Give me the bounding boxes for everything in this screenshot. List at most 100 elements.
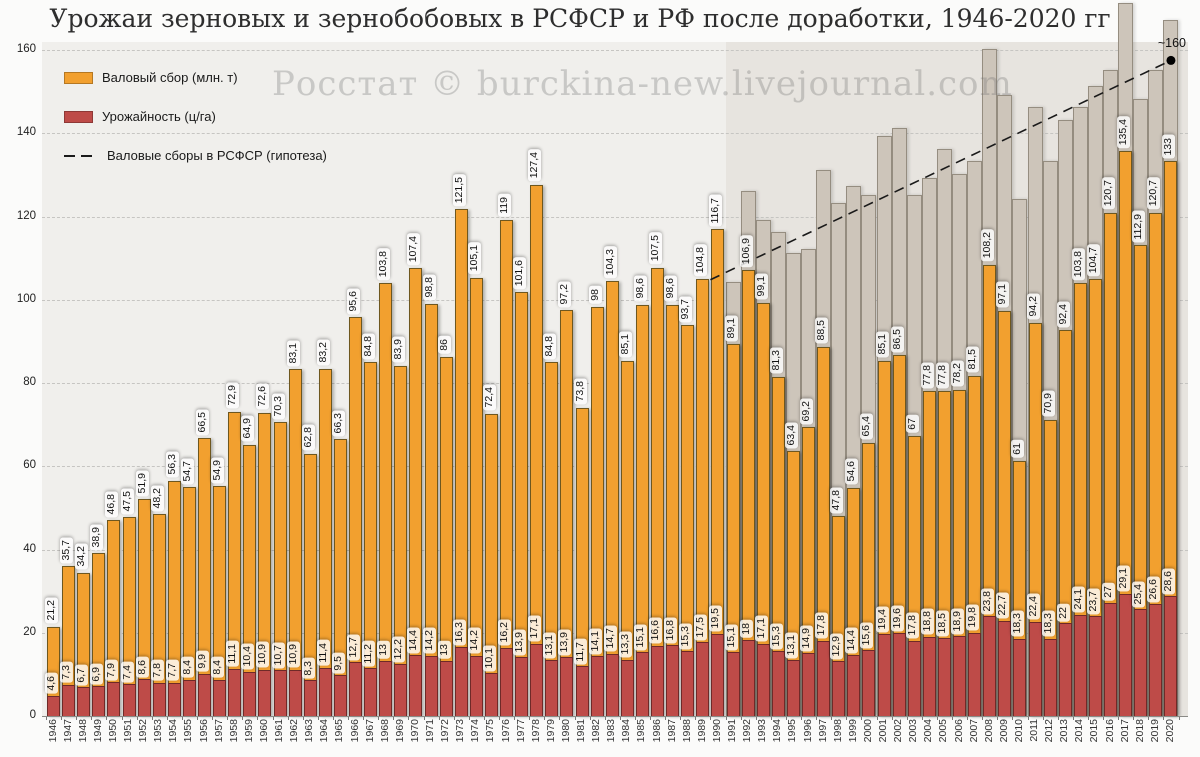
bar-yield — [922, 636, 936, 716]
bar-gross-harvest — [545, 362, 559, 716]
x-axis-tick — [891, 717, 893, 720]
x-axis-year-label: 1980 — [559, 719, 572, 743]
value-label-yield: 16,2 — [498, 619, 512, 646]
value-label-yield: 13,1 — [784, 632, 798, 659]
x-axis-year-label: 1946 — [46, 719, 59, 743]
x-axis-tick — [952, 717, 953, 720]
x-axis-year-label: 2010 — [1012, 719, 1025, 743]
legend-item-yield: Урожайность (ц/га) — [64, 109, 327, 124]
x-axis-tick — [363, 717, 365, 720]
value-label-gross-harvest: 88,5 — [815, 317, 829, 344]
x-axis-tick — [453, 717, 455, 720]
value-label-yield: 23,8 — [981, 587, 995, 614]
x-axis-year-label: 1970 — [408, 719, 421, 743]
bar-yield — [454, 647, 468, 716]
x-axis-year-label: 1949 — [91, 719, 104, 743]
bar-yield — [243, 671, 257, 716]
value-label-yield: 14,9 — [800, 624, 814, 651]
value-label-yield: 4,6 — [45, 673, 59, 694]
legend-label-yield: Урожайность (ц/га) — [102, 109, 216, 124]
x-axis-tick — [861, 717, 863, 720]
bar-yield — [137, 679, 151, 716]
x-axis-year-label: 1990 — [710, 719, 723, 743]
watermark: Росстат © burckina-new.livejournal.com — [272, 64, 1013, 104]
x-axis-tick — [921, 717, 923, 720]
value-label-gross-harvest: 62,8 — [301, 424, 315, 451]
value-label-gross-harvest: 92,4 — [1056, 300, 1070, 328]
value-label-yield: 18 — [739, 620, 753, 639]
value-label-gross-harvest: 121,5 — [452, 173, 466, 207]
x-axis-year-label: 1977 — [514, 719, 527, 743]
value-label-yield: 7,9 — [105, 659, 119, 681]
bar-gross-harvest — [635, 304, 649, 716]
x-axis-tick — [468, 717, 470, 720]
x-axis-year-label: 2009 — [997, 719, 1010, 743]
x-axis-tick — [91, 717, 93, 720]
x-axis-year-label: 1997 — [816, 719, 829, 743]
bar-yield — [847, 655, 861, 716]
x-axis-tick — [317, 717, 319, 720]
value-label-gross-harvest: 93,7 — [679, 295, 693, 322]
bar-gross-harvest — [696, 278, 710, 716]
x-axis-tick — [166, 717, 168, 720]
x-axis-tick — [997, 717, 999, 720]
value-label-gross-harvest: 135,4 — [1117, 116, 1131, 149]
value-label-yield: 14,2 — [422, 627, 436, 654]
x-axis-year-label: 2004 — [922, 719, 935, 743]
value-label-gross-harvest: 66,3 — [331, 409, 345, 437]
value-label-yield: 10,9 — [256, 641, 270, 668]
value-label-gross-harvest: 70,3 — [271, 392, 285, 420]
y-axis-tick-label: 80 — [23, 376, 36, 388]
bar-yield — [1088, 616, 1102, 716]
bar-yield — [741, 640, 755, 716]
bar-yield — [167, 682, 181, 716]
value-label-gross-harvest: 48,2 — [150, 484, 164, 512]
x-axis-year-label: 1962 — [288, 719, 301, 743]
x-axis-tick — [1012, 717, 1014, 720]
bar-gross-harvest — [515, 292, 529, 716]
bar-yield — [1164, 595, 1178, 716]
value-label-gross-harvest: 81,3 — [769, 347, 783, 374]
value-label-gross-harvest: 95,6 — [347, 287, 361, 315]
x-axis-tick — [589, 717, 591, 720]
value-label-gross-harvest: 86,5 — [890, 325, 904, 352]
x-axis-year-label: 1995 — [786, 719, 799, 743]
x-axis-year-label: 1963 — [303, 719, 316, 743]
bar-yield — [258, 669, 272, 716]
bar-yield — [907, 640, 921, 716]
x-axis-year-label: 1989 — [695, 719, 708, 743]
value-label-yield: 10,7 — [271, 642, 285, 669]
value-label-gross-harvest: 86 — [437, 336, 451, 355]
bar-yield — [575, 666, 589, 716]
gross-harvest-swatch-icon — [64, 71, 93, 84]
value-label-gross-harvest: 54,6 — [845, 458, 859, 485]
bar-yield — [545, 660, 559, 716]
bar-yield — [92, 686, 106, 716]
value-label-gross-harvest: 21,2 — [45, 597, 59, 624]
bar-gross-harvest — [756, 302, 770, 716]
bar-yield — [771, 651, 785, 716]
bar-yield — [892, 633, 906, 716]
value-label-gross-harvest: 104,7 — [1086, 243, 1100, 277]
x-axis-year-label: 2012 — [1043, 719, 1056, 743]
x-axis-tick — [1027, 717, 1029, 720]
value-label-gross-harvest: 116,7 — [709, 194, 723, 227]
bar-yield — [877, 634, 891, 716]
bar-yield — [1119, 593, 1133, 716]
bar-gross-harvest — [258, 412, 272, 716]
x-axis-tick — [499, 717, 500, 720]
value-label-yield: 9,5 — [331, 652, 345, 674]
value-label-yield: 16,6 — [649, 617, 663, 644]
bar-yield — [696, 642, 710, 716]
bar-yield — [424, 655, 438, 716]
value-label-yield: 7,4 — [120, 661, 134, 683]
x-axis-year-label: 1981 — [575, 719, 588, 743]
x-axis-tick — [227, 717, 229, 720]
x-axis-year-label: 1956 — [197, 719, 210, 743]
x-axis-tick — [272, 717, 274, 720]
x-axis-year-label: 2019 — [1148, 719, 1161, 743]
value-label-gross-harvest: 35,7 — [60, 536, 74, 564]
value-label-yield: 19,4 — [875, 605, 889, 633]
value-label-gross-harvest: 72,6 — [256, 383, 270, 410]
